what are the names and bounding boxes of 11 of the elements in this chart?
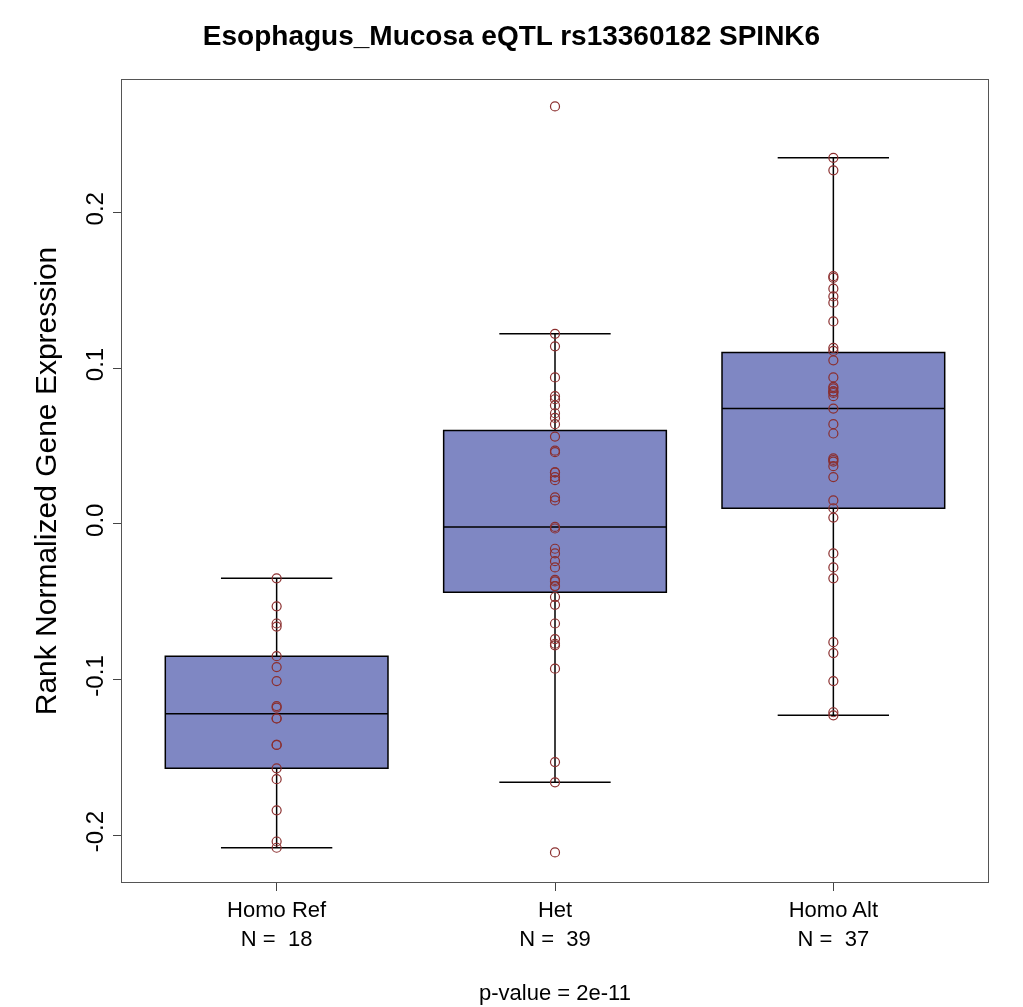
x-tick-label: Homo Alt N = 37 xyxy=(788,897,878,951)
y-tick-label: 0.0 xyxy=(81,503,109,537)
y-axis-title: Rank Normalized Gene Expression xyxy=(29,246,63,716)
y-tick-label: -0.2 xyxy=(81,811,109,853)
text: p-value = 2e-11 xyxy=(479,980,631,1005)
y-tick-label: -0.1 xyxy=(81,655,109,697)
x-tick-label: Homo Ref N = 18 xyxy=(227,897,328,951)
chart-title: Esophagus_Mucosa eQTL rs13360182 SPINK6 xyxy=(202,19,821,51)
y-tick-label: 0.2 xyxy=(81,192,109,226)
x-tick-label: Het N = 39 xyxy=(519,897,591,951)
y-tick-label: 0.1 xyxy=(81,347,109,382)
